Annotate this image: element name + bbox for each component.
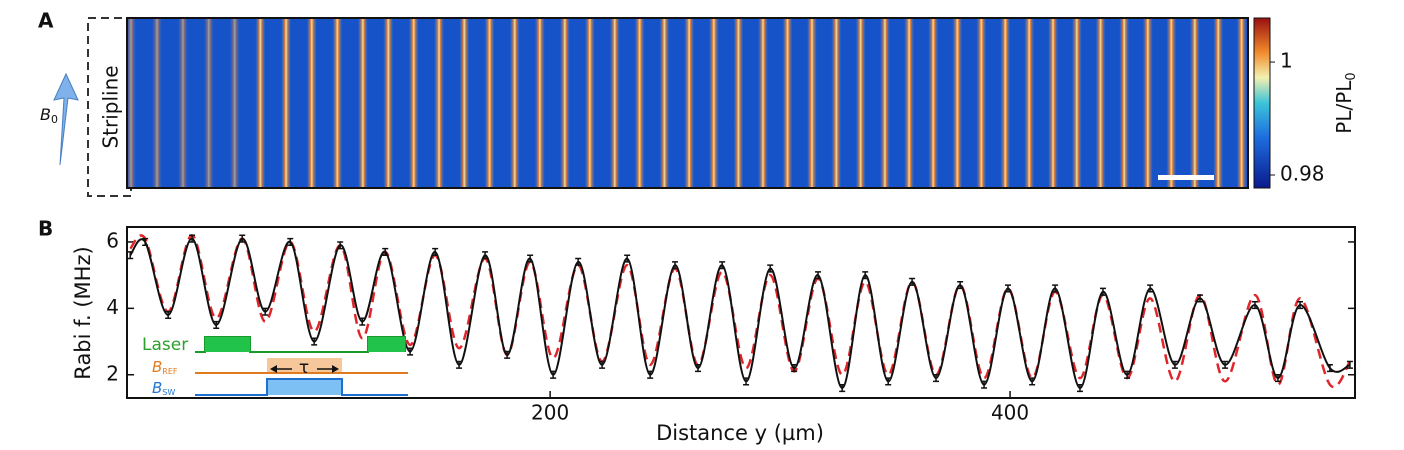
tau-label: τ (299, 358, 309, 378)
stripe (306, 19, 317, 187)
colorbar-label: PL/PL0 (1332, 72, 1359, 133)
panel-b: B Distance y (µm) Rabi f. (MHz) 200 400 2 4… (38, 217, 1356, 445)
x-tick-label: 200 (531, 401, 569, 425)
stripe (383, 19, 394, 187)
stripe (1236, 19, 1247, 187)
stripe (782, 19, 793, 187)
bref-label: BREF (152, 358, 178, 376)
bsw-label: BSW (152, 379, 175, 397)
panel-a: A Stripline B0 PL/PL0 10.98 (38, 9, 1359, 197)
bsw-sub: SW (162, 388, 175, 397)
stripe (879, 19, 890, 187)
stripe (1048, 19, 1059, 187)
stripe (1071, 19, 1082, 187)
bsw-line (195, 378, 408, 396)
stripe (559, 19, 570, 187)
colorbar-label-text: PL/PL (1332, 80, 1356, 134)
stripe (281, 19, 292, 187)
stripe (229, 19, 240, 187)
stripe (634, 19, 645, 187)
bref-sub: REF (162, 367, 178, 376)
stripe (1024, 19, 1035, 187)
stripe (459, 19, 470, 187)
stripe (659, 19, 670, 187)
field-text: B (40, 105, 51, 124)
tau-arrowheads (270, 365, 339, 373)
panel-label: B (38, 217, 53, 241)
stripe (1142, 19, 1153, 187)
stripe (1189, 19, 1200, 187)
y-axis-label: Rabi f. (MHz) (71, 246, 95, 379)
colorbar-tick-label: 0.98 (1280, 162, 1325, 186)
scale-bar (1158, 175, 1214, 180)
stripe (806, 19, 817, 187)
stripe (1000, 19, 1011, 187)
data-line (129, 237, 1351, 390)
field-label: B0 (40, 105, 58, 127)
stripe (152, 19, 162, 187)
stripe (509, 19, 520, 187)
panel-label: A (38, 9, 54, 33)
colorbar-label-sub: 0 (1344, 72, 1359, 80)
x-tick-label: 400 (991, 401, 1029, 425)
plot-frame (126, 226, 1356, 399)
stripe (831, 19, 842, 187)
image-frame (126, 17, 1249, 189)
stripe (855, 19, 866, 187)
pl-stripes (126, 19, 1247, 187)
stripe (332, 19, 343, 187)
stripe (904, 19, 915, 187)
stripe (484, 19, 495, 187)
stripe (1166, 19, 1177, 187)
stripe (177, 19, 188, 187)
stripe (609, 19, 620, 187)
bsw-text: B (152, 379, 162, 397)
stripe (434, 19, 445, 187)
field-arrow (53, 72, 79, 166)
stripe (708, 19, 719, 187)
field-sub: 0 (51, 113, 58, 126)
laser-pulse-fill (368, 337, 405, 352)
colorbar (1253, 17, 1271, 189)
stripe (758, 19, 768, 187)
y-tick-label: 2 (106, 361, 119, 385)
stripe (976, 19, 987, 187)
colorbar-tick-label: 1 (1280, 49, 1293, 73)
pulse-inset: Laser BREF τ BSW (142, 335, 408, 397)
y-tick-label: 4 (106, 295, 119, 319)
stripe (1095, 19, 1106, 187)
bsw-pulse (267, 379, 342, 395)
stripe (126, 19, 136, 187)
stripe (534, 19, 545, 187)
stripe (1213, 19, 1224, 187)
stripe (684, 19, 695, 187)
stripline-label: Stripline (99, 65, 123, 148)
stripe (203, 19, 214, 187)
stripe (952, 19, 963, 187)
bref-text: B (152, 358, 162, 376)
stripe (733, 19, 744, 187)
stripe (584, 19, 595, 187)
stripe (357, 19, 368, 187)
stripe (1119, 19, 1130, 187)
laser-label: Laser (142, 335, 188, 355)
stripe (255, 19, 266, 187)
stripe (408, 19, 419, 187)
y-tick-label: 6 (106, 228, 119, 252)
x-axis-label: Distance y (µm) (656, 421, 824, 445)
stripe (928, 19, 939, 187)
laser-pulse-fill (205, 337, 250, 352)
